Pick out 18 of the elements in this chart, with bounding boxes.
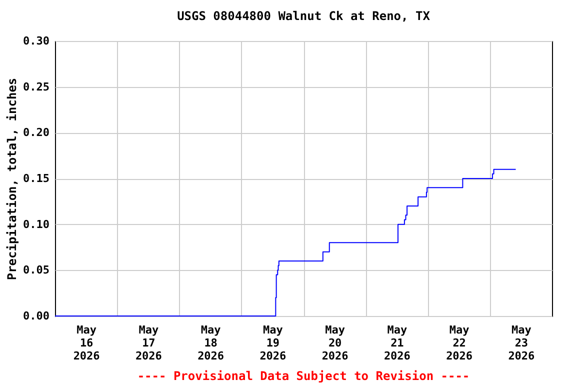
chart-title: USGS 08044800 Walnut Ck at Reno, TX	[177, 9, 431, 23]
x-tick-label: May 20 2026	[322, 324, 349, 362]
y-tick-label: 0.30	[23, 34, 50, 48]
x-tick-label: May 17 2026	[135, 324, 162, 362]
y-tick-label: 0.00	[23, 310, 50, 322]
x-tick-label: May 21 2026	[384, 324, 411, 362]
x-tick-label: May 22 2026	[446, 324, 473, 362]
y-tick-label: 0.05	[23, 264, 50, 277]
y-tick-label: 0.25	[23, 80, 50, 94]
y-tick-label: 0.10	[23, 218, 50, 231]
x-tick-label: May 16 2026	[73, 324, 100, 362]
x-tick-label: May 23 2026	[508, 324, 536, 362]
y-tick-label: 0.20	[23, 126, 50, 140]
y-tick-label: 0.15	[23, 172, 50, 185]
y-axis-title: Precipitation, total, inches	[5, 78, 20, 280]
text: ---- Provisional Data Subject to Revision ----	[137, 369, 470, 383]
x-tick-label: May 19 2026	[260, 324, 287, 362]
x-tick-label: May 18 2026	[198, 324, 224, 362]
